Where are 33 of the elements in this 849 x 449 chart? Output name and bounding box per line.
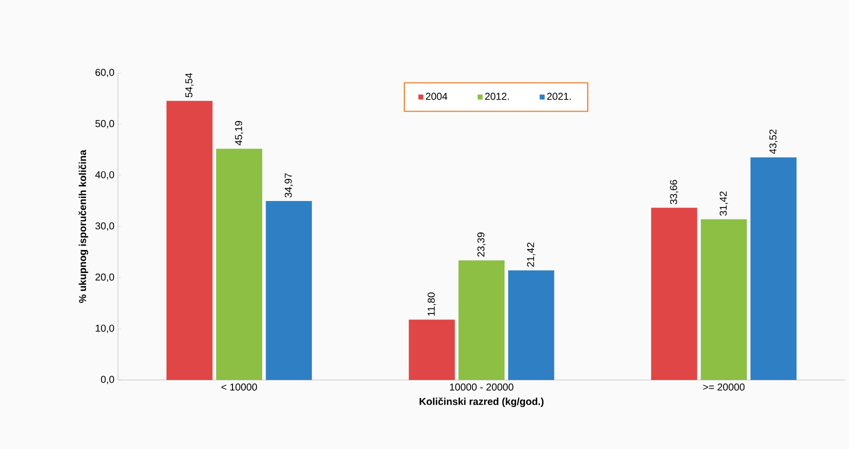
- data-label: 11,80: [428, 292, 436, 316]
- y-tick-label: 50,0: [95, 120, 114, 128]
- y-tick-label: 0,0: [100, 376, 114, 384]
- bar: [700, 219, 747, 380]
- data-label: 43,52: [769, 130, 778, 154]
- bar: [651, 208, 698, 380]
- x-tick-label: < 10000: [221, 384, 257, 391]
- y-tick-label: 30,0: [95, 222, 114, 231]
- data-label: 34,97: [284, 173, 293, 198]
- y-tick-label: 10,0: [96, 324, 114, 333]
- bar: [166, 100, 213, 380]
- x-axis-title: Količinski razred (kg/god.): [420, 397, 544, 408]
- bar: [408, 320, 455, 380]
- bar: [508, 270, 554, 380]
- bar: [750, 157, 797, 380]
- y-tick-label: 20,0: [96, 274, 114, 282]
- bar: [266, 201, 312, 380]
- data-label: 21,42: [527, 242, 536, 267]
- bar: [458, 260, 505, 380]
- data-label: 23,39: [477, 232, 486, 257]
- data-label: 54,54: [185, 73, 194, 98]
- data-label: 33,66: [670, 180, 678, 204]
- legend-label: 2012.: [485, 92, 509, 100]
- x-tick-label: 10000 - 20000: [450, 384, 514, 391]
- legend-label: 2004: [426, 92, 448, 100]
- bar: [216, 148, 262, 380]
- y-tick-label: 60,0: [96, 68, 114, 78]
- data-label: 31,42: [720, 192, 728, 216]
- legend-label: 2021.: [547, 92, 571, 100]
- data-label: 45,19: [235, 121, 244, 146]
- y-tick-label: 40,0: [95, 171, 114, 180]
- x-tick-label: >= 20000: [703, 384, 745, 391]
- y-axis-title: % ukupnog isporučenih količina: [78, 150, 88, 303]
